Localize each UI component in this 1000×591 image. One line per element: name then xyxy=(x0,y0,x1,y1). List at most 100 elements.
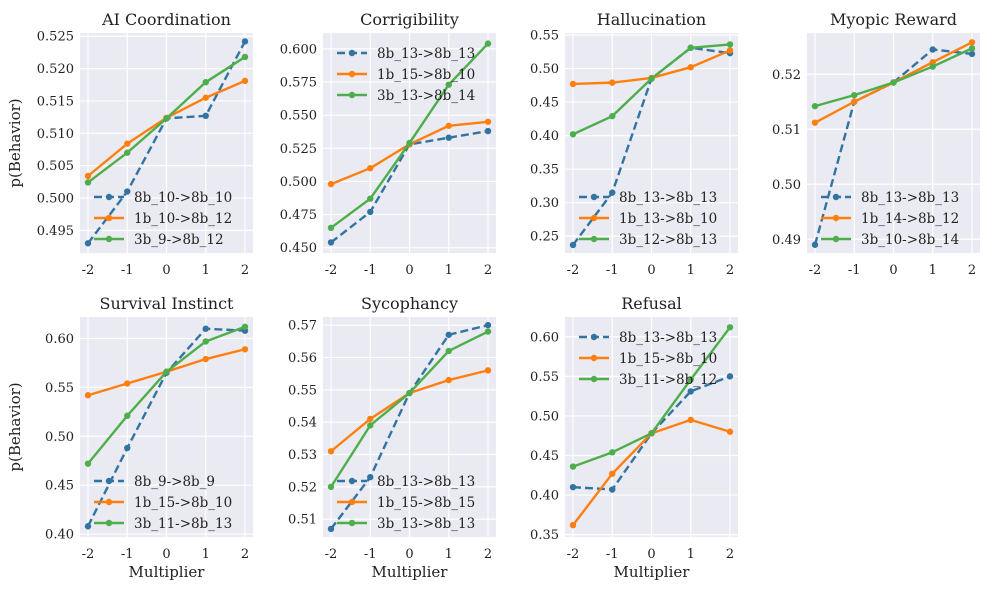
data-point xyxy=(202,78,209,86)
data-point xyxy=(687,64,694,71)
legend-marker xyxy=(590,235,598,243)
data-point xyxy=(569,80,577,88)
legend-label: 8b_13->8b_13 xyxy=(619,190,717,206)
data-point xyxy=(163,368,170,375)
y-tick-label: 0.45 xyxy=(45,479,74,494)
data-point xyxy=(484,118,492,125)
data-point xyxy=(484,127,492,135)
data-point xyxy=(811,241,819,248)
legend-label: 1b_10->8b_12 xyxy=(134,211,232,227)
panel-myopic-reward: -2 -1 0 1 2 0.49 0.50 0.51 0.52 Myopic Reward 8b_1… xyxy=(772,10,980,278)
data-point xyxy=(851,91,858,99)
panel-title: Hallucination xyxy=(597,10,706,29)
series-3b-12-8b-13 xyxy=(569,41,734,138)
data-point xyxy=(202,355,209,363)
x-tick-label: 1 xyxy=(202,263,210,278)
legend: 8b_9->8b_9 1b_15->8b_10 3b_11->8b_13 xyxy=(94,474,232,532)
x-tick-label: 1 xyxy=(445,263,453,278)
data-point xyxy=(327,180,335,188)
y-tick-label: 0.475 xyxy=(280,208,317,223)
data-point xyxy=(445,81,452,88)
data-point xyxy=(327,483,335,491)
legend-marker xyxy=(348,477,356,485)
legend-marker xyxy=(590,333,598,341)
legend-label: 1b_15->8b_10 xyxy=(134,495,232,511)
series-3b-13-8b-13 xyxy=(327,328,492,491)
x-tick-label: -1 xyxy=(121,263,134,278)
panel-sycophancy: -2 -1 0 1 2 0.51 0.52 0.53 0.54 0.55 0.56 0.57 Sycop… xyxy=(288,294,496,581)
legend-marker xyxy=(348,70,356,78)
legend-label: 3b_11->8b_12 xyxy=(619,372,717,388)
x-tick-label: -1 xyxy=(364,263,377,278)
legend-label: 8b_13->8b_13 xyxy=(377,474,475,490)
data-point xyxy=(726,428,734,435)
data-point xyxy=(687,388,694,395)
legend-marker xyxy=(832,214,840,222)
x-tick-label: 0 xyxy=(405,263,413,278)
legend-marker xyxy=(105,477,113,485)
data-point xyxy=(726,373,734,380)
y-tick-label: 0.550 xyxy=(280,109,317,124)
panel-survival-instinct: -2 -1 0 1 2 0.40 0.45 0.50 0.55 0.60 Survival Inst… xyxy=(6,294,253,581)
panel-title: Survival Instinct xyxy=(100,294,235,313)
y-tick-label: 0.525 xyxy=(37,30,74,45)
series-8b-13-8b-13 xyxy=(569,373,734,493)
data-point xyxy=(406,139,413,147)
y-tick-label: 0.40 xyxy=(530,129,559,144)
legend-marker xyxy=(105,498,113,506)
data-point xyxy=(124,412,131,419)
legend-label: 3b_13->8b_13 xyxy=(377,516,475,532)
y-tick-label: 0.500 xyxy=(280,175,317,190)
y-tick-label: 0.51 xyxy=(772,123,801,138)
legend: 8b_13->8b_13 1b_15->8b_15 3b_13->8b_13 xyxy=(337,474,475,532)
legend-marker xyxy=(590,354,598,362)
y-tick-label: 0.600 xyxy=(280,42,317,57)
legend-label: 3b_11->8b_13 xyxy=(134,516,232,532)
x-tick-label: 0 xyxy=(647,547,655,562)
y-tick-label: 0.52 xyxy=(288,480,317,495)
data-point xyxy=(609,470,616,477)
y-tick-label: 0.575 xyxy=(280,76,317,91)
y-tick-label: 0.52 xyxy=(772,68,801,83)
panel-title: Corrigibility xyxy=(360,10,459,29)
data-point xyxy=(202,112,209,120)
legend: 8b_13->8b_13 1b_13->8b_10 3b_12->8b_13 xyxy=(579,190,717,248)
data-point xyxy=(202,94,209,101)
legend-label: 3b_13->8b_14 xyxy=(377,88,475,104)
data-point xyxy=(84,392,92,399)
data-point xyxy=(367,422,374,429)
y-tick-label: 0.55 xyxy=(530,29,559,44)
x-tick-label: -1 xyxy=(606,547,619,562)
data-point xyxy=(569,241,577,249)
data-point xyxy=(609,112,616,120)
data-point xyxy=(648,430,655,437)
data-point xyxy=(609,486,616,493)
x-tick-label: -2 xyxy=(809,263,822,278)
data-point xyxy=(202,325,209,332)
data-point xyxy=(484,328,492,335)
y-tick-label: 0.40 xyxy=(530,489,559,504)
x-tick-label: 2 xyxy=(241,263,249,278)
data-point xyxy=(484,321,492,329)
data-point xyxy=(124,149,131,156)
data-point xyxy=(569,521,577,529)
data-point xyxy=(84,523,92,530)
data-point xyxy=(241,77,249,85)
data-point xyxy=(445,122,452,129)
y-tick-label: 0.505 xyxy=(37,159,74,174)
x-tick-label: 2 xyxy=(726,263,734,278)
data-point xyxy=(811,102,819,110)
x-tick-label: -2 xyxy=(82,547,95,562)
legend-marker xyxy=(105,519,113,527)
legend-marker xyxy=(832,235,840,243)
x-tick-label: 2 xyxy=(484,263,492,278)
legend-label: 1b_15->8b_10 xyxy=(619,351,717,367)
data-point xyxy=(687,44,694,51)
panel-hallucination: -2 -1 0 1 2 0.25 0.30 0.35 0.40 0.45 0.50 0.55 Hallu… xyxy=(530,10,738,278)
legend-label: 1b_15->8b_15 xyxy=(377,495,475,511)
legend-marker xyxy=(590,214,598,222)
panel-title: Myopic Reward xyxy=(830,10,957,29)
data-point xyxy=(367,164,374,172)
data-point xyxy=(569,131,577,138)
data-point xyxy=(609,79,616,86)
